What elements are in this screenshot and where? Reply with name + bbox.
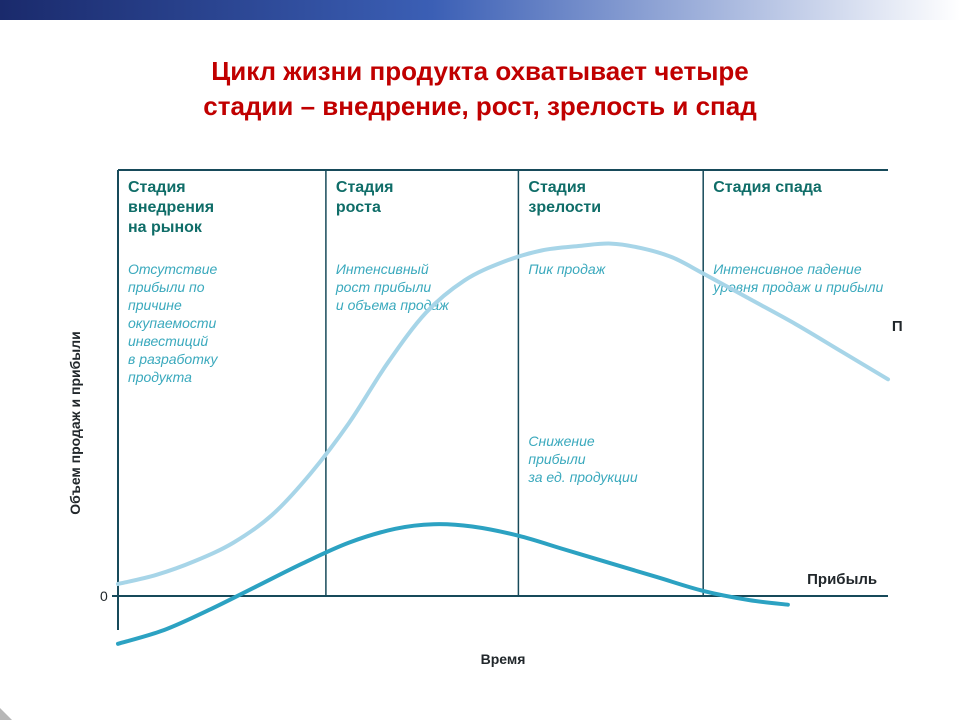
stage-desc-extra: прибыли	[528, 451, 585, 467]
stage-desc-extra: за ед. продукции	[527, 469, 637, 485]
stage-header: внедрения	[128, 199, 214, 216]
stage-header: Стадия	[336, 179, 394, 196]
chart-svg: Стадия внедрения на рынок Отсутствие прибыли…	[58, 160, 902, 680]
stage-desc: Пик продаж	[528, 261, 606, 277]
series-label-sales: Продажи	[892, 318, 902, 335]
title-line-2: стадии – внедрение, рост, зрелость и спа…	[203, 91, 756, 121]
lifecycle-chart: Стадия внедрения на рынок Отсутствие прибыли…	[58, 160, 902, 680]
stage-header: Стадия спада	[713, 179, 822, 196]
stage-header: на рынок	[128, 219, 203, 236]
corner-fold-icon	[0, 708, 12, 720]
stage-desc: прибыли по	[128, 279, 205, 295]
series-label-profit: Прибыль	[807, 571, 877, 588]
slide-top-accent	[0, 0, 960, 20]
slide-title: Цикл жизни продукта охватывает четыре ст…	[0, 54, 960, 124]
stage-header: Стадия	[128, 179, 186, 196]
zero-label: 0	[100, 588, 108, 604]
stage-desc: Интенсивный	[336, 261, 429, 277]
slide: Цикл жизни продукта охватывает четыре ст…	[0, 20, 960, 720]
stage-desc: рост прибыли	[335, 279, 431, 295]
stage-desc: причине	[128, 297, 182, 313]
stage-desc-extra: Снижение	[528, 433, 595, 449]
stage-desc: Интенсивное падение	[713, 261, 862, 277]
stage-desc: Отсутствие	[128, 261, 217, 277]
stage-desc: инвестиций	[128, 333, 208, 349]
stage-desc: в разработку	[128, 351, 218, 367]
stage-header: роста	[336, 199, 381, 216]
stage-desc: окупаемости	[128, 315, 217, 331]
y-axis-label: Объем продаж и прибыли	[67, 331, 83, 514]
x-axis-label: Время	[481, 651, 526, 667]
stage-header: зрелости	[528, 199, 601, 216]
series-profit	[118, 524, 788, 644]
stage-header: Стадия	[528, 179, 586, 196]
stage-desc: продукта	[128, 369, 192, 385]
title-line-1: Цикл жизни продукта охватывает четыре	[211, 56, 749, 86]
